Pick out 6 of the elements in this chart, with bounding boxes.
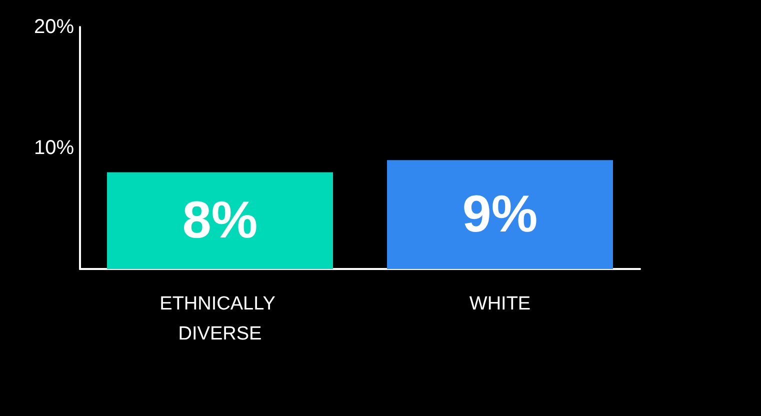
x-tick-label: WHITE — [469, 294, 531, 314]
y-tick-label: 20% — [34, 16, 74, 38]
x-tick-label: ETHNICALLY DIVERSE — [160, 294, 280, 344]
data-label: 8% — [182, 192, 258, 250]
y-tick-label: 10% — [34, 137, 74, 159]
data-label: 9% — [462, 186, 538, 244]
